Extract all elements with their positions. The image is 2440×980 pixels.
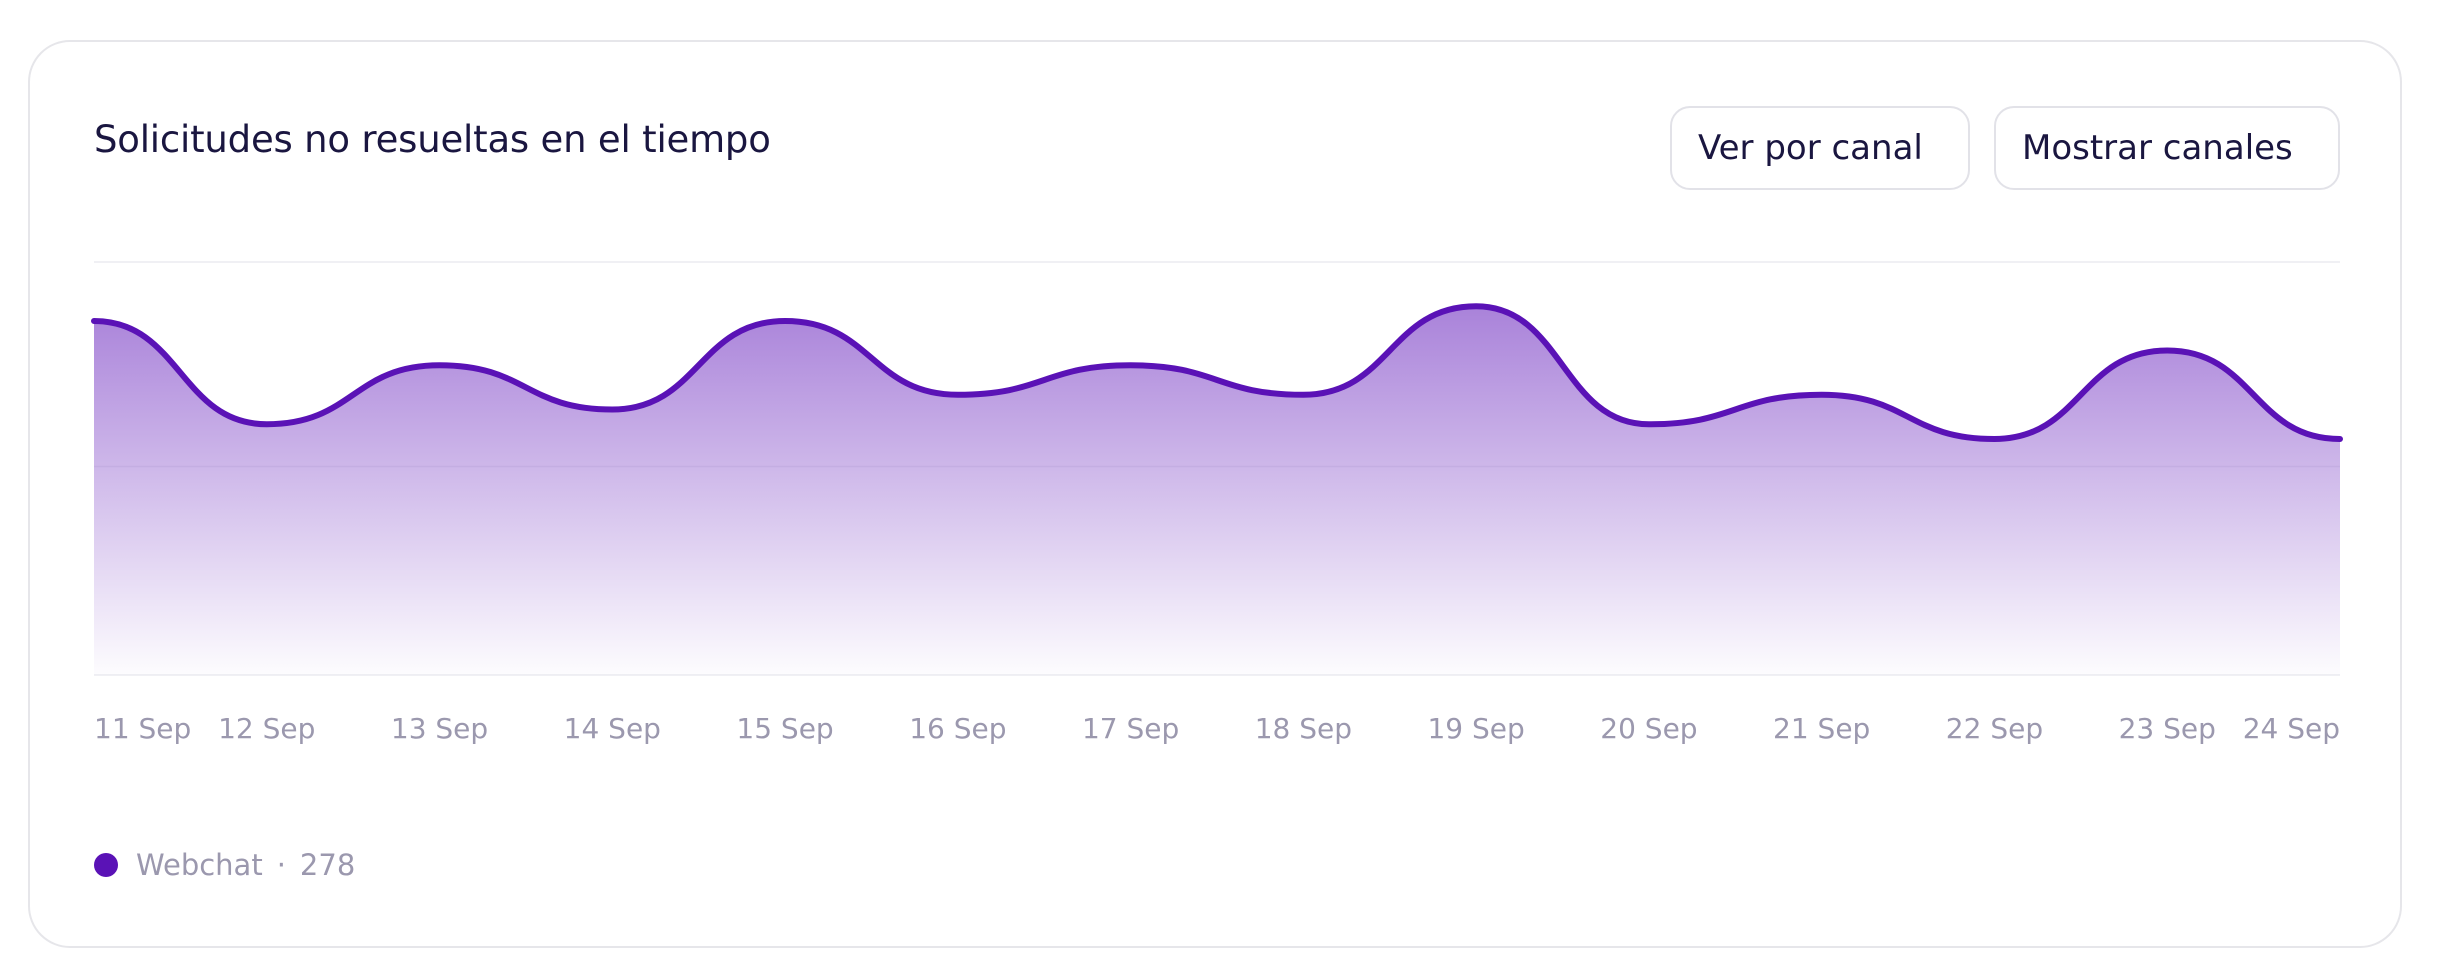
- legend-swatch-webchat: [94, 853, 118, 877]
- x-axis-ticks: 11 Sep 12 Sep 13 Sep 14 Sep 15 Sep 16 Sep 17 S…: [94, 712, 2340, 745]
- x-tick-label: 19 Sep: [1427, 712, 1524, 745]
- x-tick-label: 15 Sep: [736, 712, 833, 745]
- x-tick-label: 24 Sep: [2243, 712, 2340, 745]
- x-tick-label: 16 Sep: [909, 712, 1006, 745]
- x-tick-label: 23 Sep: [2119, 712, 2216, 745]
- legend-label-webchat: Webchat: [136, 848, 263, 882]
- x-tick-label: 12 Sep: [218, 712, 315, 745]
- x-tick-label: 11 Sep: [94, 712, 191, 745]
- chart-legend: Webchat · 278: [94, 848, 355, 882]
- x-tick-label: 14 Sep: [564, 712, 661, 745]
- view-by-channel-dropdown[interactable]: Ver por canal: [1670, 106, 1970, 190]
- chart-title: Solicitudes no resueltas en el tiempo: [94, 118, 771, 161]
- x-tick-label: 13 Sep: [391, 712, 488, 745]
- x-tick-label: 17 Sep: [1082, 712, 1179, 745]
- show-channels-dropdown[interactable]: Mostrar canales: [1994, 106, 2340, 190]
- x-tick-label: 21 Sep: [1773, 712, 1870, 745]
- x-tick-label: 20 Sep: [1600, 712, 1697, 745]
- legend-value-webchat: 278: [299, 848, 356, 882]
- series-area-webchat: [94, 306, 2340, 675]
- series-line-webchat: [91, 303, 2343, 442]
- x-tick-label: 18 Sep: [1255, 712, 1352, 745]
- view-by-channel-label: Ver por canal: [1698, 128, 1923, 168]
- show-channels-label: Mostrar canales: [2022, 128, 2293, 168]
- legend-separator: ·: [276, 848, 286, 882]
- x-tick-label: 22 Sep: [1946, 712, 2043, 745]
